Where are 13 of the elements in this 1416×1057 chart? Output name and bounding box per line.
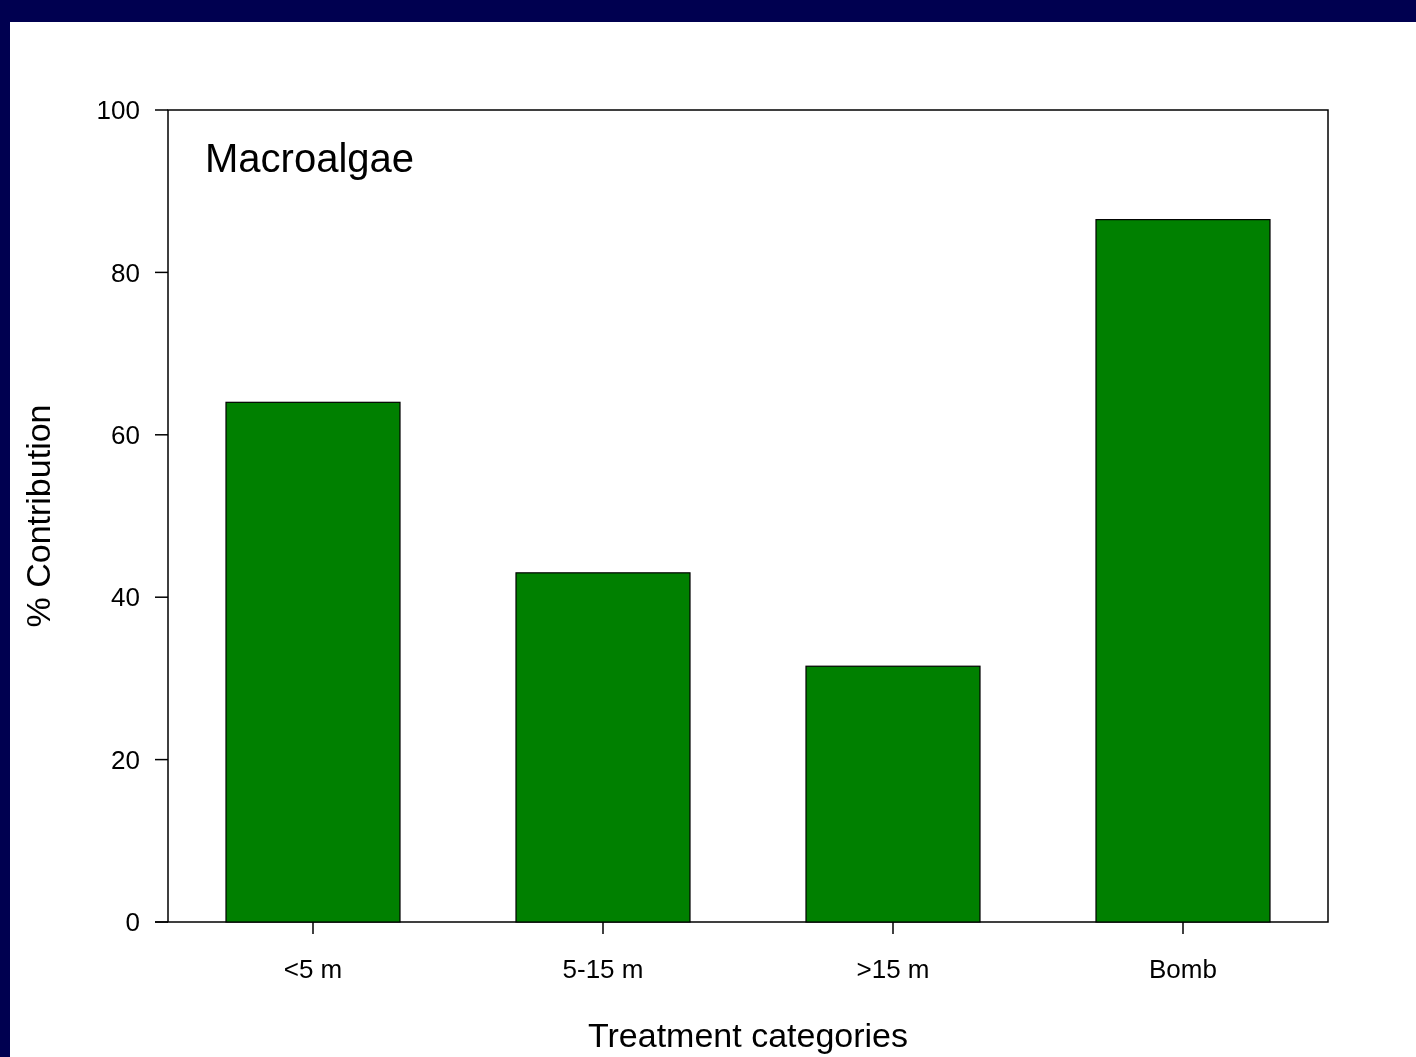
x-axis-title: Treatment categories [588, 1016, 908, 1054]
y-tick-label: 0 [125, 907, 140, 938]
y-tick-label: 100 [96, 95, 140, 126]
x-tick-label: >15 m [856, 954, 930, 984]
y-tick-label: 20 [111, 744, 140, 775]
x-tick-label: 5-15 m [562, 954, 644, 984]
y-tick-label: 60 [111, 419, 140, 450]
text: Macroalgae [205, 136, 415, 180]
x-tick-label: <5 m [283, 954, 343, 984]
y-tick-label: 80 [111, 257, 140, 288]
x-tick-label: Bomb [1149, 954, 1217, 984]
y-axis-title: % Contribution [19, 404, 57, 628]
y-tick-label: 40 [111, 582, 140, 613]
